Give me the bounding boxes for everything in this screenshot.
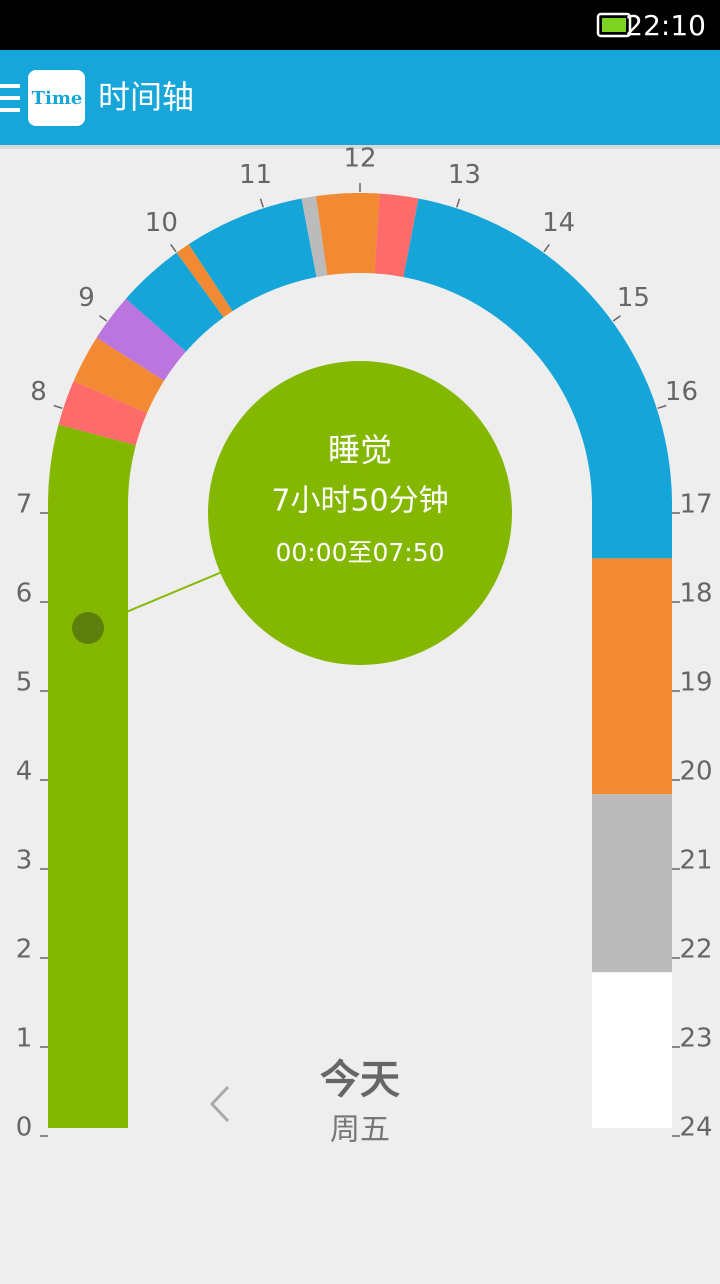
time-segment (73, 337, 165, 413)
hour-label: 2 (16, 935, 33, 965)
hour-label: 23 (679, 1024, 712, 1054)
time-segment (403, 198, 672, 559)
time-segment (316, 193, 380, 276)
connector-line (87, 571, 223, 629)
hour-label: 17 (679, 490, 712, 520)
hour-label: 14 (542, 208, 575, 238)
status-bar (0, 0, 720, 50)
hour-tick (543, 244, 550, 253)
hour-tick (170, 244, 177, 253)
hour-label: 3 (16, 846, 33, 876)
detail-bubble[interactable] (208, 361, 512, 665)
app-bar (0, 50, 720, 145)
hour-label: 12 (343, 144, 376, 174)
hour-label: 9 (78, 283, 95, 313)
prev-day-button[interactable] (209, 1085, 230, 1123)
time-segment (96, 298, 186, 381)
hour-tick (456, 198, 461, 208)
menu-icon[interactable] (0, 84, 20, 112)
hour-label: 6 (16, 579, 33, 609)
hour-label: 4 (16, 757, 33, 787)
hour-label: 15 (617, 283, 650, 313)
hour-tick (259, 198, 264, 208)
hour-label: 0 (16, 1113, 33, 1143)
time-segment (301, 196, 328, 278)
hour-label: 22 (679, 935, 712, 965)
day-label: 今天 (320, 1057, 400, 1103)
time-segment (48, 424, 136, 1129)
time-segment (592, 794, 672, 973)
status-time: 22:10 (625, 9, 706, 42)
hour-label: 20 (679, 757, 712, 787)
activity-name: 睡觉 (328, 431, 392, 469)
app-title: 时间轴 (98, 78, 194, 116)
hour-label: 5 (16, 668, 33, 698)
hour-tick (612, 315, 621, 322)
time-segment (188, 198, 317, 312)
time-segment (592, 972, 672, 1128)
battery-icon (596, 12, 632, 38)
selected-dot[interactable] (72, 612, 104, 644)
weekday-label: 周五 (330, 1113, 390, 1148)
hour-label: 11 (239, 160, 272, 190)
time-segment (176, 244, 233, 318)
hour-label: 21 (679, 846, 712, 876)
hour-tick (53, 404, 63, 409)
hour-label: 1 (16, 1024, 33, 1054)
activity-duration: 7小时50分钟 (271, 484, 448, 519)
battery-level (602, 18, 626, 32)
hour-tick (99, 315, 108, 322)
activity-range: 00:00至07:50 (275, 538, 444, 567)
hour-label: 10 (145, 208, 178, 238)
hour-label: 19 (679, 668, 712, 698)
app-bar-shadow (0, 145, 720, 149)
hour-label: 24 (679, 1113, 712, 1143)
hour-label: 13 (448, 160, 481, 190)
hour-label: 16 (665, 377, 698, 407)
hour-tick (657, 404, 667, 409)
app-icon-text: Time (32, 88, 83, 109)
hour-label: 18 (679, 579, 712, 609)
app-icon[interactable] (28, 70, 85, 126)
time-segment (592, 558, 672, 795)
time-segment (58, 381, 148, 446)
time-segment (126, 252, 224, 352)
hour-label: 7 (16, 490, 33, 520)
hour-label: 8 (30, 377, 47, 407)
time-segment (374, 193, 419, 278)
